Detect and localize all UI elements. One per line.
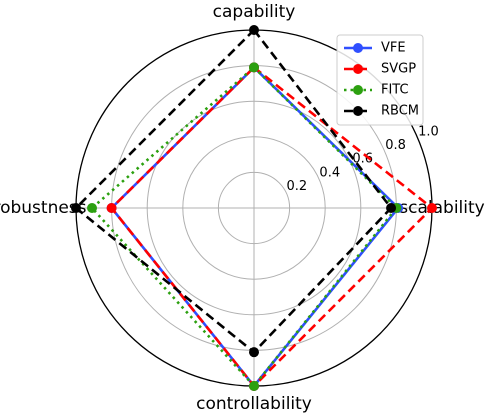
- legend-label: FITC: [381, 83, 409, 98]
- data-point: [427, 203, 437, 213]
- r-tick-label: 0.8: [385, 138, 406, 153]
- r-tick-label: 0.2: [287, 179, 308, 194]
- data-point: [249, 381, 259, 391]
- data-point: [249, 347, 259, 358]
- category-label: scalability: [399, 198, 484, 218]
- category-label: capability: [213, 2, 296, 22]
- legend-label: RBCM: [381, 104, 419, 119]
- legend: VFE SVGP FITC RBCM: [336, 34, 424, 126]
- legend-label: VFE: [381, 41, 406, 56]
- r-tick-label: 0.4: [319, 165, 340, 180]
- category-label: controllability: [196, 394, 312, 414]
- data-point: [106, 203, 117, 213]
- data-point: [386, 203, 397, 213]
- legend-marker: [353, 106, 363, 116]
- category-label: robustness: [0, 198, 87, 218]
- data-point: [249, 62, 259, 73]
- r-tick-label: 1.0: [418, 124, 439, 139]
- legend-label: SVGP: [381, 62, 416, 77]
- data-point: [71, 203, 81, 213]
- data-point: [87, 203, 98, 213]
- legend-box: [336, 34, 424, 126]
- legend-marker: [353, 64, 363, 74]
- data-point: [249, 25, 259, 35]
- legend-marker: [353, 43, 363, 53]
- legend-marker: [353, 85, 363, 95]
